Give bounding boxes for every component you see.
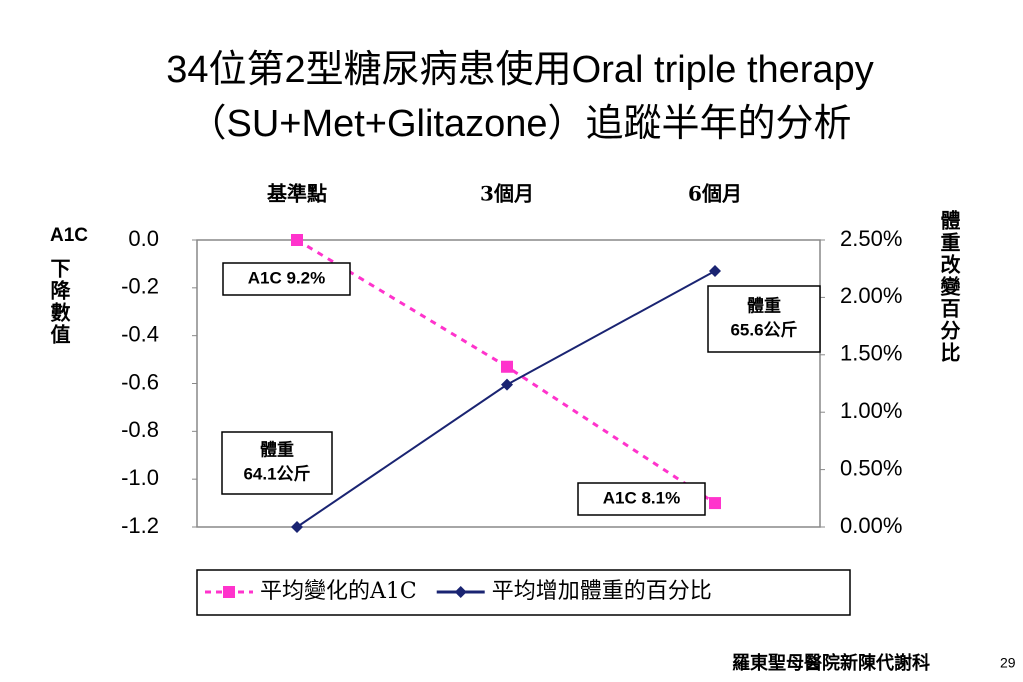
annotation: A1C 9.2% [248,268,325,287]
annotation-box [221,431,333,495]
x-tick-label: 基準點 [267,182,327,206]
chart-title: 34位第2型糖尿病患使用Oral triple therapy [166,49,873,91]
y-tick-label: -0.6 [121,369,159,394]
y-tick-label: -0.4 [121,321,159,346]
y-tick-label: -1.0 [121,465,159,490]
y-tick-label: -0.8 [121,417,159,442]
legend-label: 平均變化的A1C [260,579,417,604]
x-tick-label: 3個月 [480,182,534,206]
chart-title: （SU+Met+Glitazone）追蹤半年的分析 [188,103,851,145]
y2-axis-label: 體重改變百分比 [937,210,961,364]
footer: 羅東聖母醫院新陳代謝科 [732,652,930,674]
y-tick-label: 0.0 [128,226,159,251]
marker [291,234,303,246]
page-number: 29 [1000,655,1016,671]
annotation-box [222,262,351,296]
y-axis-label: A1C [50,225,88,246]
y-tick-label: -0.2 [121,274,159,299]
y-tick-label: -1.2 [121,513,159,538]
annotation-box [707,285,821,353]
annotation: 體重 [260,439,294,459]
annotation: 65.6公斤 [730,320,797,339]
annotation: 64.1公斤 [243,464,310,483]
y2-tick-label: 0.50% [840,455,902,480]
y2-tick-label: 1.00% [840,398,902,423]
annotation: A1C 8.1% [603,488,680,507]
marker [709,264,721,277]
y2-tick-label: 1.50% [840,341,902,366]
annotation-box [577,482,706,516]
marker [501,360,513,373]
y2-tick-label: 2.00% [840,283,902,308]
marker [291,521,303,533]
legend-marker [223,586,235,598]
marker [709,497,721,510]
marker [501,378,513,391]
y2-tick-label: 0.00% [840,513,902,538]
y2-tick-label: 2.50% [840,226,902,251]
legend [196,569,851,616]
legend-label: 平均增加體重的百分比 [492,579,712,604]
annotation: 體重 [747,295,781,315]
x-tick-label: 6個月 [688,182,742,206]
y-axis-label: 下降數值 [47,258,71,346]
legend-marker [454,586,467,598]
